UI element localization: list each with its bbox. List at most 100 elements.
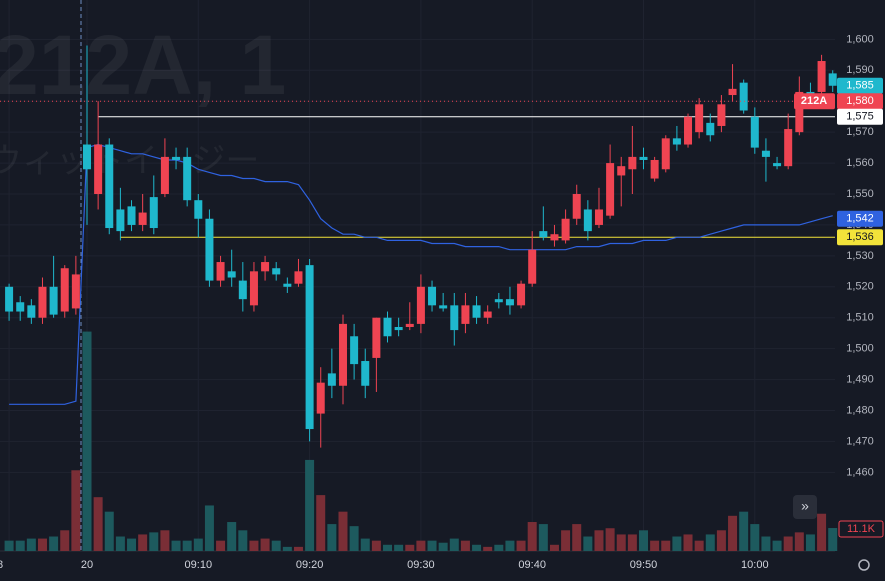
candle-body: [405, 323, 414, 327]
volume-bar: [338, 511, 348, 551]
y-tick-label: 1,470: [846, 435, 874, 447]
candle-body: [684, 116, 693, 145]
volume-bar: [561, 530, 571, 551]
candle-body: [517, 283, 526, 306]
candle-body: [294, 271, 303, 284]
candle-body: [194, 200, 203, 219]
scroll-button[interactable]: [793, 495, 817, 519]
y-tick-label: 1,600: [846, 33, 874, 45]
volume-bar: [427, 540, 437, 551]
candle-body: [784, 129, 793, 167]
candle-body: [338, 323, 347, 386]
y-tick-label: 1,460: [846, 466, 874, 478]
candle-body: [49, 286, 58, 315]
candle-body: [416, 286, 425, 324]
candle-body: [361, 361, 370, 386]
y-tick-label: 1,480: [846, 404, 874, 416]
volume-bar: [115, 536, 125, 551]
volume-bar: [739, 511, 749, 551]
x-tick-label: 10:00: [741, 559, 769, 571]
volume-marker-label: 11.1K: [847, 523, 876, 535]
x-tick-label: 09:50: [630, 559, 658, 571]
volume-bar: [171, 540, 181, 551]
volume-bar: [26, 538, 36, 551]
y-tick-label: 1,590: [846, 64, 874, 76]
volume-bar: [728, 515, 738, 551]
volume-bar: [260, 538, 270, 551]
x-tick-label: 09:30: [407, 559, 435, 571]
price-marker: [837, 210, 883, 227]
volume-bar: [505, 540, 515, 551]
settings-icon[interactable]: [858, 559, 870, 571]
candle-body: [127, 206, 136, 225]
volume-bar: [82, 331, 92, 551]
volume-bar: [761, 536, 771, 551]
volume-bar: [828, 528, 838, 551]
scroll-icon[interactable]: »: [801, 498, 809, 514]
volume-bar: [639, 530, 648, 551]
volume-bar: [238, 530, 248, 551]
candle-body: [172, 156, 181, 160]
candle-body: [83, 144, 91, 170]
volume-bar: [460, 540, 470, 551]
x-tick-label: 8: [0, 559, 3, 571]
candle-body: [461, 305, 470, 324]
y-tick-label: 1,490: [846, 373, 874, 385]
candle-body: [650, 159, 659, 179]
y-tick-label: 1,520: [846, 281, 874, 293]
candle-body: [550, 234, 559, 241]
volume-bar: [572, 524, 582, 551]
candle-body: [249, 271, 258, 306]
volume-bar: [405, 544, 415, 551]
volume-bar: [15, 540, 25, 551]
watermark: 212A, 1: [0, 18, 286, 112]
price-marker-label: 1,542: [846, 213, 874, 225]
price-marker-label: 1,580: [846, 95, 874, 107]
volume-bar: [282, 546, 292, 551]
volume-bar: [449, 538, 459, 551]
candle-body: [149, 197, 158, 229]
x-tick-label: 20: [81, 559, 93, 571]
candle-body: [494, 299, 503, 303]
vwap-line: [9, 143, 833, 405]
candle-body: [628, 156, 637, 170]
price-marker-label: 1,575: [846, 111, 874, 123]
volume-bar: [750, 524, 760, 551]
volume-bar: [383, 544, 393, 551]
volume-bar: [794, 532, 804, 551]
volume-bar: [227, 522, 237, 551]
volume-bar: [549, 544, 559, 551]
volume-bar: [805, 534, 815, 551]
volume-bar: [4, 540, 14, 551]
volume-bar: [694, 540, 704, 551]
volume-bar: [160, 530, 170, 551]
candle-body: [706, 122, 715, 136]
y-tick-label: 1,510: [846, 312, 874, 324]
candle-body: [350, 336, 359, 365]
volume-bar: [271, 540, 281, 551]
price-marker: [837, 93, 883, 110]
x-tick-label: 09:40: [518, 559, 546, 571]
volume-bar: [327, 524, 337, 551]
symbol-tag-label: 212A: [801, 95, 827, 107]
candle-body: [205, 218, 214, 281]
candle-body: [183, 156, 192, 201]
candle-body: [750, 116, 759, 148]
volume-bar: [661, 540, 671, 551]
watermark-subtitle: ウィットイージー: [0, 142, 259, 180]
candle-body: [661, 138, 670, 170]
candle-body: [105, 144, 114, 229]
candle-body: [428, 286, 437, 306]
candle-body: [316, 382, 325, 414]
candle-body: [116, 209, 125, 232]
volume-bar: [672, 536, 682, 551]
candle-body: [27, 305, 36, 318]
candle-body: [617, 166, 626, 176]
volume-bar: [149, 532, 159, 551]
y-tick-label: 1,570: [846, 126, 874, 138]
volume-bar: [494, 544, 504, 551]
candle-body: [394, 326, 403, 331]
price-marker-label: 1,536: [846, 231, 874, 243]
candle-body: [606, 163, 615, 216]
candle-body: [216, 262, 225, 281]
